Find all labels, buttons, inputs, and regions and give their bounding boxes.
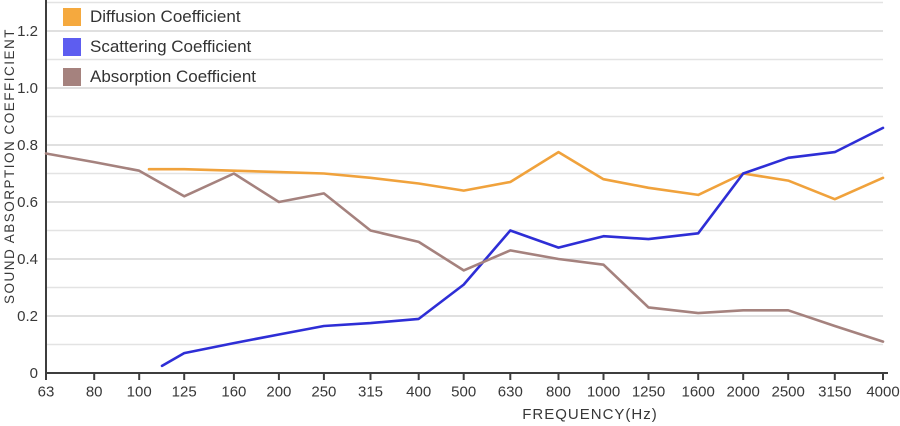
y-tick-label: 0.4 <box>17 251 38 268</box>
legend-swatch-scattering-icon <box>63 38 81 56</box>
x-tick-label: 1250 <box>632 384 665 401</box>
x-tick-label: 125 <box>172 384 197 401</box>
x-tick-label: 1600 <box>682 384 715 401</box>
series-line-diffusion <box>147 150 885 201</box>
y-tick-label: 0.6 <box>17 194 38 211</box>
legend-label-diffusion: Diffusion Coefficient <box>90 7 241 26</box>
y-tick-label: 0.2 <box>17 308 38 325</box>
x-tick-label: 63 <box>38 384 55 401</box>
x-tick-label: 4000 <box>866 384 899 401</box>
legend-label-absorption: Absorption Coefficient <box>90 67 257 86</box>
x-tick-label: 315 <box>358 384 383 401</box>
y-tick-label: 1.2 <box>17 23 38 40</box>
x-tick-label: 1000 <box>587 384 620 401</box>
x-tick-label: 160 <box>221 384 246 401</box>
x-tick-label: 200 <box>266 384 291 401</box>
legend-item-diffusion: Diffusion Coefficient <box>63 7 256 26</box>
legend-item-absorption: Absorption Coefficient <box>63 67 257 86</box>
y-tick-label: 0 <box>30 365 38 382</box>
legend-swatch-absorption-icon <box>63 68 81 86</box>
x-tick-label: 80 <box>86 384 103 401</box>
series-line-scattering <box>160 126 885 368</box>
x-tick-label: 100 <box>127 384 152 401</box>
x-tick-label: 500 <box>451 384 476 401</box>
series-line-absorption <box>44 152 885 343</box>
y-axis-title: SOUND ABSORPTION COEFFICIENT <box>2 27 17 305</box>
y-tick-label: 0.8 <box>17 137 38 154</box>
legend: Diffusion Coefficient Scattering Coeffic… <box>63 7 257 98</box>
x-tick-label: 800 <box>546 384 571 401</box>
y-tick-label: 1.0 <box>17 80 38 97</box>
legend-swatch-diffusion-icon <box>63 8 81 26</box>
x-tick-label: 3150 <box>818 384 851 401</box>
x-axis-title: FREQUENCY(Hz) <box>522 406 658 423</box>
legend-item-scattering: Scattering Coefficient <box>63 37 256 56</box>
legend-label-scattering: Scattering Coefficient <box>90 37 252 56</box>
x-tick-label: 250 <box>311 384 336 401</box>
x-tick-label: 400 <box>406 384 431 401</box>
x-tick-label: 630 <box>498 384 523 401</box>
x-tick-label: 2000 <box>727 384 760 401</box>
x-tick-label: 2500 <box>772 384 805 401</box>
